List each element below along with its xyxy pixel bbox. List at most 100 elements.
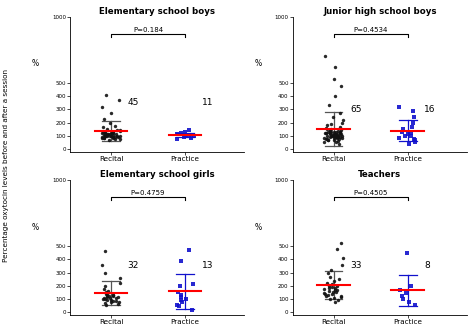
Point (101, 133, 109, 139)
Point (177, 298, 184, 303)
Point (99, 130, 106, 135)
Point (177, 130, 184, 136)
Point (105, 132, 112, 137)
Point (326, 289, 333, 294)
Point (101, 131, 109, 136)
Point (321, 54, 328, 59)
Point (177, 258, 184, 263)
Point (326, 131, 334, 136)
Point (326, 128, 333, 134)
Point (176, 283, 184, 289)
Point (98, 262, 106, 267)
Point (331, 299, 338, 304)
Point (410, 115, 418, 120)
Point (408, 134, 415, 139)
Point (334, 134, 341, 139)
Point (324, 271, 332, 276)
Point (328, 285, 336, 290)
Text: P=0.4534: P=0.4534 (354, 27, 388, 33)
Point (329, 115, 337, 120)
Point (101, 133, 109, 139)
Point (325, 103, 333, 108)
Point (114, 134, 121, 139)
Point (100, 295, 108, 300)
Point (333, 136, 341, 141)
Point (173, 302, 180, 308)
Point (190, 282, 197, 287)
Point (101, 270, 109, 275)
Point (398, 129, 406, 134)
Point (182, 132, 189, 137)
Point (185, 247, 193, 253)
Point (407, 130, 415, 136)
Point (109, 130, 117, 136)
Point (330, 295, 337, 300)
Text: Percentage oxytocin levels before and after a session: Percentage oxytocin levels before and af… (3, 69, 9, 263)
Point (103, 132, 111, 138)
Point (115, 97, 123, 103)
Point (324, 137, 331, 142)
Title: Teachers: Teachers (358, 170, 401, 179)
Point (334, 134, 342, 140)
Point (331, 130, 338, 135)
Title: Elementary school girls: Elementary school girls (100, 170, 215, 179)
Point (404, 132, 412, 137)
Point (328, 132, 336, 138)
Point (338, 120, 346, 125)
Point (102, 290, 110, 295)
Point (334, 298, 341, 303)
Point (325, 137, 332, 143)
Point (322, 125, 329, 130)
Point (397, 287, 404, 292)
Point (333, 246, 341, 251)
Text: P=0.4759: P=0.4759 (131, 191, 165, 197)
Point (179, 300, 186, 305)
Point (104, 289, 111, 294)
Point (105, 137, 112, 142)
Point (336, 135, 343, 140)
Point (320, 287, 328, 292)
Point (108, 133, 115, 138)
Point (406, 141, 413, 146)
Point (333, 289, 340, 294)
Point (408, 283, 415, 289)
Point (101, 249, 109, 254)
Point (411, 302, 419, 308)
Point (332, 132, 339, 137)
Point (332, 130, 340, 135)
Point (337, 129, 344, 134)
Point (103, 297, 111, 302)
Point (338, 262, 346, 267)
Text: P=0.4505: P=0.4505 (354, 191, 388, 197)
Point (320, 140, 328, 145)
Point (109, 293, 117, 298)
Text: 65: 65 (350, 105, 361, 114)
Point (337, 83, 345, 88)
Point (335, 141, 343, 146)
Point (331, 64, 339, 70)
Point (180, 134, 188, 140)
Point (101, 133, 109, 138)
Point (336, 111, 344, 116)
Title: Junior high school boys: Junior high school boys (323, 7, 437, 16)
Point (337, 128, 345, 133)
Point (109, 136, 117, 141)
Point (322, 131, 329, 136)
Point (108, 297, 115, 303)
Point (103, 294, 110, 299)
Point (398, 294, 405, 299)
Point (175, 304, 183, 309)
Point (321, 130, 328, 135)
Point (334, 283, 341, 289)
Point (114, 301, 122, 306)
Point (327, 129, 335, 134)
Point (335, 277, 343, 282)
Point (106, 295, 114, 300)
Point (106, 294, 113, 299)
Point (100, 135, 108, 140)
Point (115, 300, 123, 305)
Point (328, 291, 336, 296)
Point (395, 105, 402, 110)
Point (321, 290, 328, 296)
Point (109, 292, 117, 298)
